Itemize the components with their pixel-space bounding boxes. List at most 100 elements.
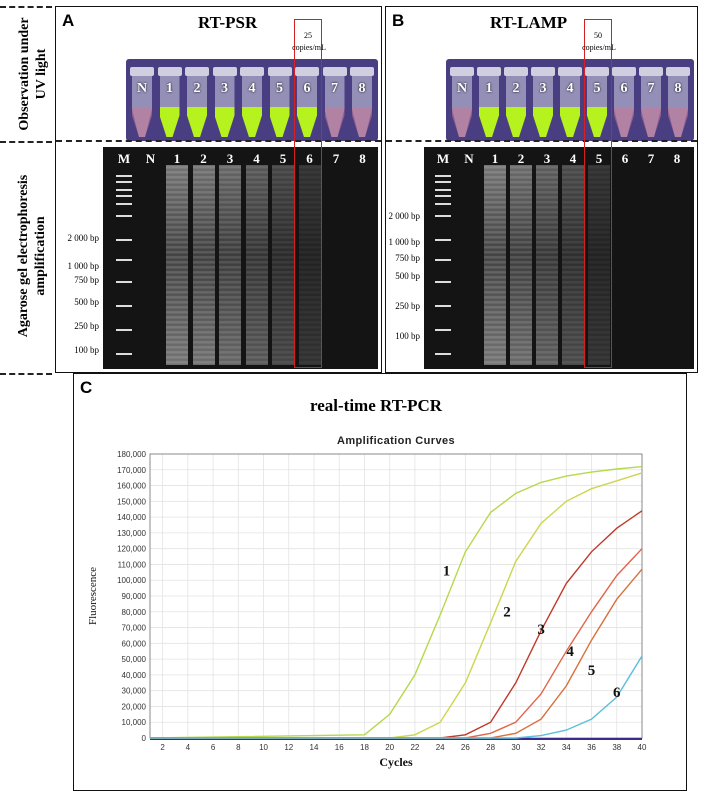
panel_a-bp-label: 2 000 bp — [67, 233, 100, 243]
x-tick-label: 28 — [486, 743, 495, 752]
panel_a-tube-label: 6 — [303, 81, 311, 96]
x-tick-label: 32 — [537, 743, 546, 752]
panel-b-dash — [386, 140, 697, 142]
y-tick-label: 130,000 — [117, 529, 146, 538]
panel_b-lane-smear-2 — [510, 165, 532, 365]
panel_b-tube-2: 2 — [504, 67, 528, 137]
uv-row-label: Observation under UV light — [17, 17, 49, 131]
x-tick-label: 26 — [461, 743, 470, 752]
y-tick-label: 60,000 — [122, 639, 147, 648]
panel_b-lane-label-2: 2 — [517, 151, 525, 166]
panel_a-lane-label-N: N — [145, 151, 156, 166]
panel_b-tube-6: 6 — [612, 67, 636, 137]
x-axis-label: Cycles — [379, 755, 413, 769]
x-tick-label: 8 — [236, 743, 241, 752]
panel_b-tube-label: 4 — [566, 81, 574, 96]
y-tick-label: 150,000 — [117, 497, 146, 506]
panel_a-tube-5: 5 — [267, 67, 292, 137]
panel_b-tube-4: 4 — [558, 67, 582, 137]
panel_b-tube-8: 8 — [666, 67, 690, 137]
series-label-2: 2 — [503, 605, 511, 621]
y-tick-label: 170,000 — [117, 466, 146, 475]
x-tick-label: 6 — [211, 743, 216, 752]
panel_a-lane-label-M: M — [117, 151, 131, 166]
panel_b-tube-label: 7 — [647, 81, 655, 96]
x-tick-label: 24 — [436, 743, 445, 752]
series-label-5: 5 — [588, 663, 596, 679]
panel_a-tube-label: 3 — [221, 81, 228, 96]
panel_a-tube-8: 8 — [350, 67, 374, 137]
panel_b-lane-label-3: 3 — [543, 151, 551, 166]
panel_b-bp-label: 500 bp — [395, 271, 420, 281]
panel_b-tube-3: 3 — [531, 67, 555, 137]
panel-c: C real-time RT-PCR 0 10,000 20,000 30,000 40… — [73, 373, 687, 791]
y-tick-label: 100,000 — [117, 576, 146, 585]
x-tick-label: 22 — [410, 743, 419, 752]
panel_b-lane-smear-3 — [536, 165, 558, 365]
panel_a-lane-label-2: 2 — [200, 151, 207, 166]
panel_b-lane-smear-1 — [484, 165, 506, 365]
panel_a-bp-label: 250 bp — [74, 321, 99, 331]
panel_a-tube-2: 2 — [185, 67, 209, 137]
panel_a-lane-label-5: 5 — [279, 151, 287, 166]
series-label-3: 3 — [537, 622, 545, 638]
panel_a-bp-label: 100 bp — [74, 345, 99, 355]
panel_b-lane-label-5: 5 — [595, 151, 603, 166]
x-tick-label: 36 — [587, 743, 596, 752]
x-tick-label: 12 — [284, 743, 293, 752]
panel-c-letter: C — [80, 378, 93, 397]
chart-title: Amplification Curves — [337, 435, 455, 447]
panel_b-tube-label: 2 — [512, 81, 520, 96]
panel_b-lane-label-N: N — [464, 151, 474, 166]
panel_a-tube-N: N — [130, 67, 154, 137]
panel_a-bp-label: 500 bp — [74, 297, 99, 307]
panel_b-tube-1: 1 — [477, 67, 501, 137]
panel-b-highlight-value: 50 — [594, 31, 602, 40]
bottom-dash — [0, 373, 52, 375]
panel_a-lane-label-1: 1 — [173, 151, 181, 166]
panel_a-lane-smear-6 — [298, 165, 321, 365]
panel_a-tube-label: 2 — [193, 81, 201, 96]
x-tick-label: 4 — [186, 743, 191, 752]
panel_b-tube-label: 3 — [539, 81, 547, 96]
x-tick-label: 38 — [612, 743, 621, 752]
panel_b-lane-label-8: 8 — [673, 151, 681, 166]
panel_b-lane-label-7: 7 — [647, 151, 655, 166]
panel_a-lane-label-7: 7 — [332, 151, 340, 166]
panel_b-bp-label: 250 bp — [395, 301, 420, 311]
series-curve-2 — [150, 472, 643, 739]
y-tick-label: 20,000 — [122, 702, 147, 711]
panel_b-tube-label: 1 — [485, 81, 493, 96]
y-tick-label: 120,000 — [117, 545, 146, 554]
panel_b-tube-N: N — [450, 67, 474, 137]
y-tick-label: 140,000 — [117, 513, 146, 522]
panel_a-lane-smear-5 — [272, 165, 294, 365]
x-tick-label: 40 — [638, 743, 647, 752]
panel_a-tube-label: 4 — [248, 81, 256, 96]
x-tick-label: 14 — [310, 743, 319, 752]
y-tick-label: 80,000 — [122, 608, 147, 617]
series-curve-3 — [150, 510, 643, 739]
panel_b-bp-label: 1 000 bp — [388, 237, 421, 247]
series-label-1: 1 — [443, 563, 451, 579]
y-tick-label: 10,000 — [122, 718, 147, 727]
panel_a-bp-label: 750 bp — [74, 275, 99, 285]
panel_b-lane-smear-4 — [562, 165, 584, 365]
panel_a-tube-label: N — [136, 81, 148, 96]
panel_a-tube-7: 7 — [322, 67, 347, 137]
x-tick-label: 18 — [360, 743, 369, 752]
panel-b-uv-tubes: N 1 2 3 4 5 6 7 8 — [446, 59, 694, 141]
panel_b-lane-smear-5 — [588, 165, 610, 365]
panel_b-bp-label: 100 bp — [395, 331, 420, 341]
panel-a-highlight-value: 25 — [304, 31, 312, 40]
panel-c-title: real-time RT-PCR — [310, 396, 443, 415]
x-tick-label: 2 — [160, 743, 165, 752]
y-tick-label: 40,000 — [122, 671, 147, 680]
panel_a-lane-label-8: 8 — [359, 151, 366, 166]
panel_a-lane-smear-3 — [219, 165, 241, 365]
y-tick-label: 90,000 — [122, 592, 147, 601]
panel_b-tube-label: N — [456, 81, 468, 96]
